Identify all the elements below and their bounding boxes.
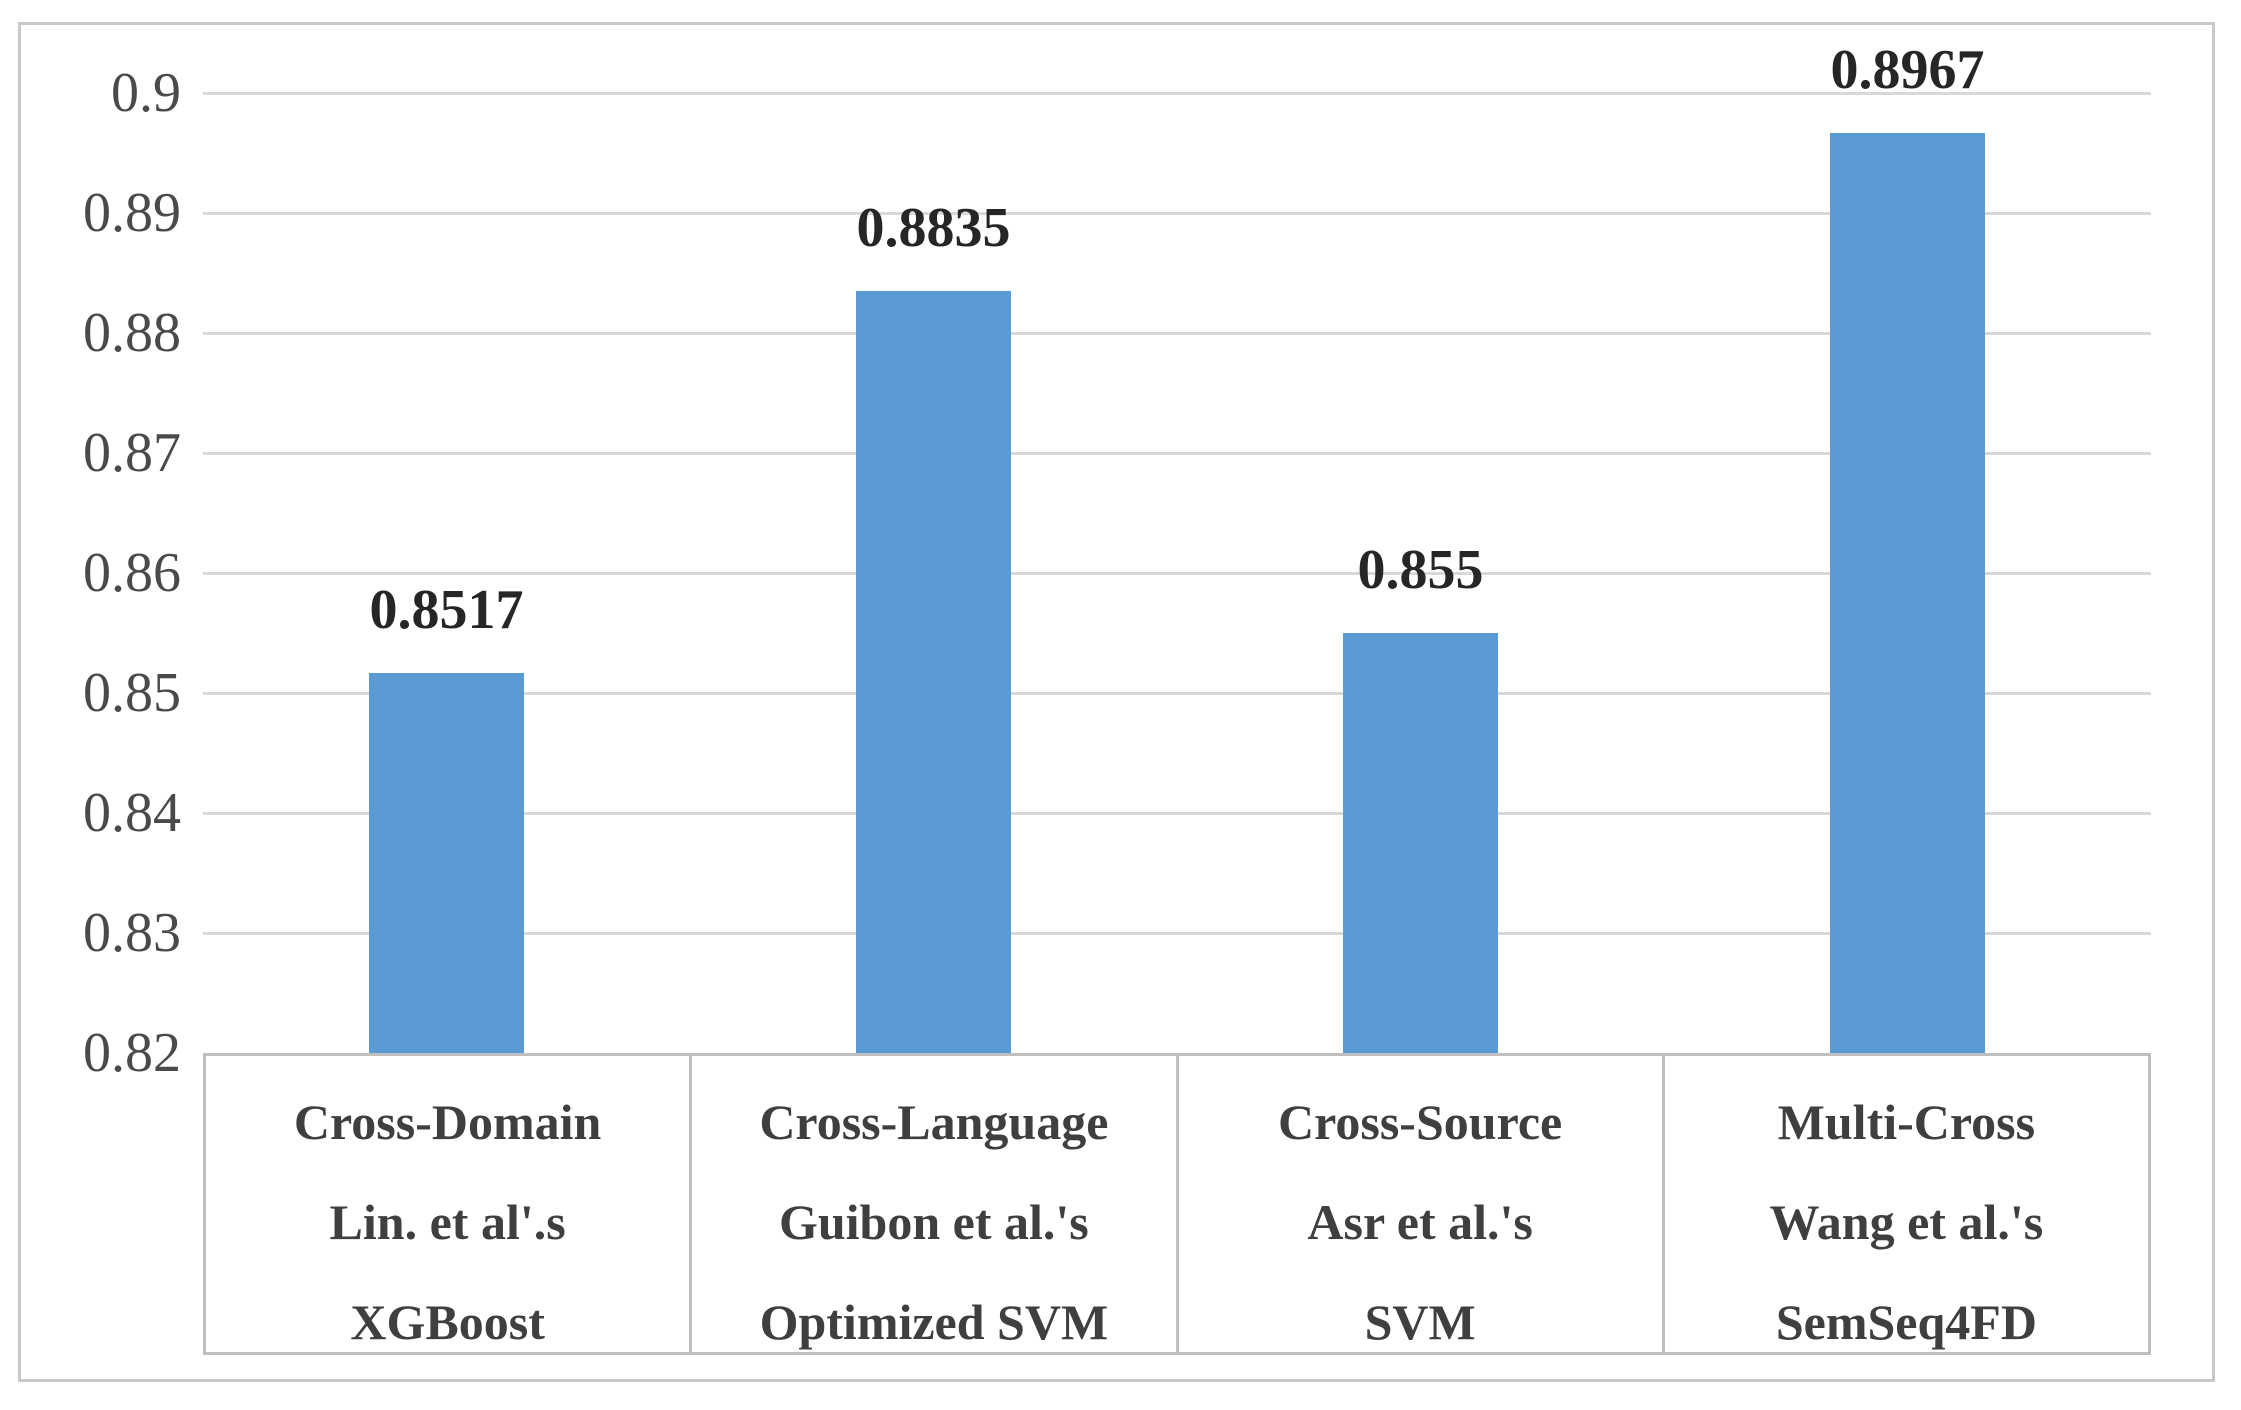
y-axis-tick-label: 0.82 xyxy=(83,1022,181,1084)
h-gridline xyxy=(203,691,2151,695)
y-axis-tick-labels: 0.9 0.89 0.88 0.87 0.86 0.85 0.84 0.83 0.82 xyxy=(21,25,2212,1379)
bar xyxy=(1343,633,1498,1053)
bar-value-label: 0.8835 xyxy=(856,197,1011,259)
category-label-line: SVM xyxy=(1364,1294,1476,1350)
h-gridline xyxy=(203,211,2151,215)
bar xyxy=(369,672,524,1053)
h-gridline xyxy=(203,91,2151,95)
category-cell: Multi-Cross Wang et al.'s SemSeq4FD xyxy=(1661,1056,2148,1352)
h-gridline xyxy=(203,451,2151,455)
category-label-line: Lin. et al'.s xyxy=(329,1194,566,1250)
y-axis-tick-label: 0.83 xyxy=(83,902,181,964)
category-label-line: Cross-Domain xyxy=(293,1094,602,1150)
category-cell: Cross-Source Asr et al.'s SVM xyxy=(1175,1056,1662,1352)
y-axis-tick-label: 0.9 xyxy=(111,62,181,124)
bar xyxy=(1830,132,1985,1053)
category-cell: Cross-Domain Lin. et al'.s XGBoost xyxy=(206,1056,689,1352)
y-axis-tick-label: 0.86 xyxy=(83,542,181,604)
category-cell: Cross-Language Guibon et al.'s Optimized S… xyxy=(689,1056,1175,1352)
data-labels-layer: 0.8517 0.8835 0.855 0.8967 xyxy=(21,25,2212,1379)
h-gridline xyxy=(203,571,2151,575)
gridlines-layer xyxy=(21,25,2212,1379)
category-label-line: Optimized SVM xyxy=(759,1294,1109,1350)
h-gridline xyxy=(203,331,2151,335)
y-axis-tick-label: 0.87 xyxy=(83,422,181,484)
category-label-line: Cross-Language xyxy=(759,1094,1109,1150)
category-label-line: Guibon et al.'s xyxy=(778,1194,1089,1250)
y-axis-tick-label: 0.88 xyxy=(83,302,181,364)
bar-value-label: 0.8967 xyxy=(1830,38,1985,101)
h-gridline xyxy=(203,931,2151,935)
bar-value-label: 0.855 xyxy=(1357,539,1484,601)
y-axis-tick-label: 0.89 xyxy=(83,182,181,244)
category-label-line: SemSeq4FD xyxy=(1775,1294,2037,1350)
y-axis-tick-label: 0.84 xyxy=(83,782,181,844)
category-label-line: Asr et al.'s xyxy=(1307,1194,1533,1250)
category-label-line: Wang et al.'s xyxy=(1769,1194,2044,1250)
h-gridline xyxy=(203,811,2151,815)
category-label-line: Cross-Source xyxy=(1277,1094,1563,1150)
category-label-line: Multi-Cross xyxy=(1777,1094,2036,1150)
bar-chart-figure: 0.9 0.89 0.88 0.87 0.86 0.85 0.84 0.83 0.82 0.85… xyxy=(18,22,2215,1382)
y-axis-tick-label: 0.85 xyxy=(83,662,181,724)
category-label-line: XGBoost xyxy=(350,1294,545,1350)
bar xyxy=(856,291,1011,1053)
bars-layer xyxy=(21,25,2212,1379)
bar-value-label: 0.8517 xyxy=(369,578,524,641)
x-axis-category-box: Cross-Domain Lin. et al'.s XGBoost Cross-La… xyxy=(203,1053,2151,1355)
